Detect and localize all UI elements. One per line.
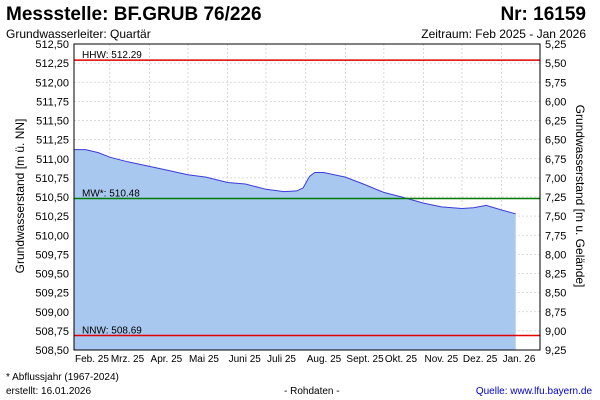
reference-label: NNW: 508.69: [82, 325, 142, 336]
x-tick-label: Dez. 25: [463, 354, 498, 365]
y-tick-label-left: 512,00: [35, 77, 69, 89]
y-tick-label-left: 512,25: [35, 58, 69, 70]
footnote: * Abflussjahr (1967-2024): [6, 372, 119, 383]
y-tick-label-right: 6,75: [545, 154, 566, 166]
created-date: erstellt: 16.01.2026: [6, 386, 92, 397]
x-tick-label: Jan. 26: [503, 354, 536, 365]
y-tick-label-right: 7,75: [545, 230, 566, 242]
y-axis-left-ticks: 508,50 508,75 509,00 509,25 509,50 509,75 510,…: [35, 39, 69, 357]
y-tick-label-right: 7,50: [545, 211, 566, 223]
x-tick-label: Feb. 25: [75, 354, 109, 365]
y-tick-label-right: 5,75: [545, 77, 566, 89]
reference-lines: HHW: 512.29 MW*: 510.48 NNW: 508.69: [74, 50, 540, 336]
y-axis-right-label: Grundwasserstand [m u. Gelände]: [573, 105, 587, 288]
y-tick-label-left: 511,00: [36, 154, 69, 166]
x-tick-label: Nov. 25: [425, 354, 459, 365]
y-tick-label-right: 8,75: [545, 307, 566, 319]
y-axis-left-label: Grundwasserstand [m ü. NN]: [13, 119, 27, 274]
y-tick-label-right: 9,25: [545, 345, 566, 357]
series-area-fill: [74, 149, 516, 350]
station-number: Nr: 16159: [500, 4, 586, 25]
x-tick-label: Mai 25: [189, 354, 219, 365]
reference-label: MW*: 510.48: [82, 189, 140, 200]
x-tick-label: Sept. 25: [346, 354, 384, 365]
y-axis-right-ticks: 9,25 9,00 8,75 8,50 8,25 8,00 7,75 7,50 7,25 7,00…: [545, 39, 566, 357]
aquifer-label: Grundwasserleiter: Quartär: [6, 27, 151, 41]
y-tick-label-left: 510,00: [35, 230, 69, 242]
y-tick-label-left: 509,50: [35, 269, 69, 281]
y-tick-label-right: 6,00: [545, 96, 566, 108]
x-tick-label: Aug. 25: [307, 354, 342, 365]
y-tick-label-right: 6,25: [545, 116, 566, 128]
x-axis-ticks: Feb. 25 Mrz. 25 Apr. 25 Mai 25 Juni 25 Juli 2…: [75, 354, 536, 365]
x-tick-label: Juli 25: [267, 354, 296, 365]
y-tick-label-left: 509,75: [35, 249, 69, 261]
y-tick-label-left: 509,25: [35, 288, 69, 300]
y-tick-label-right: 7,00: [545, 173, 566, 185]
y-tick-label-left: 508,50: [35, 345, 69, 357]
y-tick-label-left: 511,75: [36, 96, 69, 108]
period-label: Zeitraum: Feb 2025 - Jan 2026: [421, 27, 586, 41]
y-tick-label-left: 510,75: [35, 173, 69, 185]
y-tick-label-left: 512,50: [35, 39, 69, 51]
y-tick-label-left: 510,25: [35, 211, 69, 223]
raw-data-label: - Rohdaten -: [284, 386, 340, 397]
y-tick-label-right: 8,50: [545, 288, 566, 300]
y-tick-label-left: 509,00: [35, 307, 69, 319]
x-tick-label: Okt. 25: [385, 354, 418, 365]
series-line: [74, 149, 516, 215]
chart-title: Messstelle: BF.GRUB 76/226: [6, 4, 262, 25]
y-tick-label-right: 5,25: [545, 39, 566, 51]
y-tick-label-right: 9,00: [545, 326, 566, 338]
reference-label: HHW: 512.29: [82, 50, 142, 61]
y-tick-label-right: 8,00: [545, 249, 566, 261]
y-tick-label-right: 8,25: [545, 269, 566, 281]
y-tick-label-left: 510,50: [35, 192, 69, 204]
y-tick-label-left: 508,75: [35, 326, 69, 338]
y-tick-label-right: 6,50: [545, 135, 566, 147]
x-tick-label: Apr. 25: [151, 354, 183, 365]
y-tick-label-right: 7,25: [545, 192, 566, 204]
y-tick-label-left: 511,50: [36, 116, 69, 128]
y-tick-label-left: 511,25: [36, 135, 69, 147]
x-tick-label: Mrz. 25: [111, 354, 145, 365]
plot-frame: [73, 43, 541, 351]
source-link[interactable]: Quelle: www.lfu.bayern.de: [475, 386, 592, 397]
data-area: [74, 149, 516, 350]
y-tick-label-right: 5,50: [545, 58, 566, 70]
x-tick-label: Juni 25: [229, 354, 262, 365]
